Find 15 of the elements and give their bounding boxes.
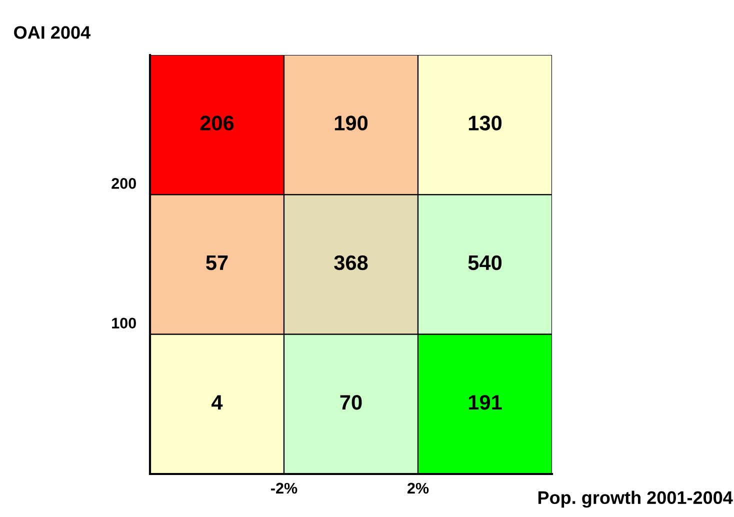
- data-label: 57: [206, 256, 228, 270]
- data-label: 368: [334, 255, 368, 270]
- y-axis-title: OAI 2004: [14, 26, 91, 39]
- x-axis-title: Pop. growth 2001-2004: [538, 490, 733, 508]
- data-label: 4: [212, 395, 223, 410]
- data-label: 540: [468, 255, 502, 270]
- text: 200: [112, 178, 136, 189]
- text: 100: [112, 318, 136, 329]
- data-label: 206: [200, 116, 234, 130]
- data-label: 130: [468, 116, 502, 130]
- text: -2%: [271, 482, 298, 494]
- data-label: 191: [468, 395, 502, 410]
- text: 2%: [407, 482, 429, 494]
- data-label: 70: [340, 395, 362, 410]
- data-label: 190: [334, 116, 368, 130]
